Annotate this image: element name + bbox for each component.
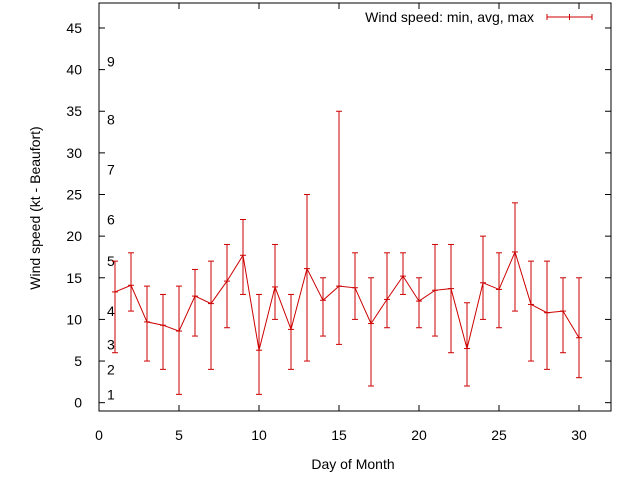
error-bar [368,277,374,387]
error-bar [160,293,166,370]
y-tick-label: 5 [74,353,82,369]
x-tick-label: 0 [95,427,103,443]
beaufort-label: 6 [107,211,115,227]
error-bar [528,260,534,362]
error-bar [288,293,294,370]
error-bar [240,218,246,295]
legend-label: Wind speed: min, avg, max [365,9,534,25]
error-bar [224,243,230,329]
plot-border [98,2,612,412]
error-bar [256,293,262,395]
y-tick-label: 0 [74,395,82,411]
plot-frame [98,2,612,412]
error-bar [544,260,550,370]
error-bar [272,243,278,320]
error-bar [176,285,182,395]
error-bar [512,202,518,312]
error-bar [208,260,214,370]
error-bar [448,243,454,354]
error-bar [192,268,198,337]
x-tick-label: 15 [331,427,347,443]
legend-key [546,14,593,20]
error-bar [304,194,310,362]
error-bar [480,235,486,320]
beaufort-label: 1 [107,386,115,402]
y-tick-label: 25 [66,187,82,203]
y-tick-label: 20 [66,228,82,244]
error-bar [320,277,326,337]
beaufort-label: 8 [107,112,115,128]
error-bar [336,110,342,345]
series-avg-line [114,250,580,351]
x-tick-label: 5 [175,427,183,443]
beaufort-label: 3 [107,336,115,352]
y-tick-label: 45 [66,20,82,36]
error-bar [128,252,134,312]
x-axis-label: Day of Month [311,456,394,472]
beaufort-label: 7 [107,162,115,178]
error-bar [576,277,582,379]
x-axis-ticks: 0 5 10 15 20 25 30 [95,3,587,443]
error-bar [496,252,502,329]
y-tick-label: 40 [66,62,82,78]
error-bar [464,302,470,387]
x-tick-label: 20 [411,427,427,443]
series-layer [112,110,582,395]
y-tick-label: 35 [66,103,82,119]
y-tick-label: 30 [66,145,82,161]
beaufort-scale-labels: 1 2 3 4 5 6 7 8 9 [107,53,115,402]
error-bar [416,277,422,329]
beaufort-label: 2 [107,361,115,377]
y-tick-label: 10 [66,311,82,327]
error-bar [384,252,390,329]
y-axis-label: Wind speed (kt - Beaufort) [27,126,43,289]
error-bar [400,252,406,295]
y-tick-label: 15 [66,270,82,286]
x-tick-label: 10 [251,427,267,443]
error-bar [144,285,150,362]
error-bar [112,260,118,354]
error-bar [352,252,358,320]
legend: Wind speed: min, avg, max [365,9,593,25]
x-tick-label: 30 [571,427,587,443]
error-bar [560,277,566,354]
x-tick-label: 25 [491,427,507,443]
beaufort-label: 9 [107,53,115,69]
beaufort-label: 5 [107,253,115,269]
error-bar [432,243,438,337]
beaufort-label: 4 [107,303,115,319]
